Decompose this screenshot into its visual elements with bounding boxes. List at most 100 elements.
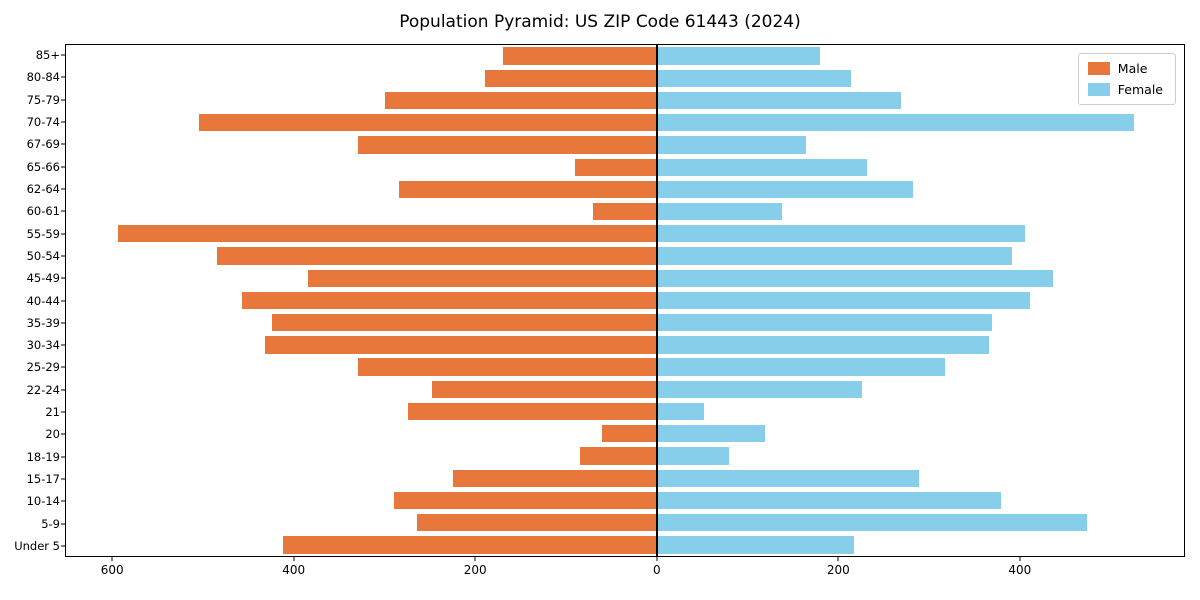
y-tick-mark — [61, 121, 65, 123]
legend-label-female: Female — [1117, 82, 1163, 97]
pyramid-row — [66, 67, 1184, 89]
pyramid-row — [66, 156, 1184, 178]
female-bar — [656, 380, 863, 398]
female-bar — [656, 314, 992, 332]
pyramid-row — [66, 489, 1184, 511]
pyramid-row — [66, 312, 1184, 334]
female-bar — [656, 69, 852, 87]
y-tick-label: 40-44 — [26, 293, 60, 308]
y-tick-mark — [61, 389, 65, 391]
y-tick-mark — [61, 143, 65, 145]
female-bar — [656, 114, 1135, 132]
y-tick-mark — [61, 433, 65, 435]
female-bar — [656, 291, 1030, 310]
y-tick-mark — [61, 277, 65, 279]
y-tick-label: 10-14 — [26, 494, 60, 509]
y-tick-mark — [61, 500, 65, 502]
female-bar — [656, 47, 820, 65]
pyramid-row — [66, 89, 1184, 111]
y-tick-mark — [61, 411, 65, 413]
x-tick-mark — [111, 557, 113, 561]
pyramid-row — [66, 45, 1184, 67]
y-tick-label: 62-64 — [26, 181, 60, 196]
pyramid-row — [66, 178, 1184, 200]
male-bar — [398, 180, 657, 199]
y-tick-label: 18-19 — [26, 449, 60, 464]
y-tick-mark — [61, 545, 65, 547]
y-tick-label: Under 5 — [14, 538, 60, 553]
male-bar — [384, 91, 657, 110]
y-tick-label: 80-84 — [26, 70, 60, 85]
female-swatch — [1087, 83, 1110, 96]
female-bar — [656, 336, 990, 354]
pyramid-row — [66, 289, 1184, 311]
y-tick-mark — [61, 166, 65, 168]
legend: Male Female — [1077, 53, 1176, 105]
y-tick-mark — [61, 478, 65, 480]
male-bar — [217, 247, 657, 265]
male-bar — [575, 158, 657, 176]
y-tick-mark — [61, 76, 65, 78]
legend-label-male: Male — [1117, 61, 1148, 76]
male-bar — [452, 469, 657, 487]
y-tick-mark — [61, 188, 65, 190]
pyramid-row — [66, 245, 1184, 267]
x-tick-label: 600 — [100, 563, 124, 577]
y-tick-mark — [61, 366, 65, 368]
male-bar — [407, 402, 657, 421]
female-bar — [656, 180, 914, 199]
y-tick-label: 21 — [45, 405, 60, 420]
y-tick-mark — [61, 54, 65, 56]
y-tick-label: 25-29 — [26, 360, 60, 375]
legend-entry-female: Female — [1087, 82, 1163, 97]
male-bar — [484, 69, 657, 87]
pyramid-row — [66, 223, 1184, 245]
female-bar — [656, 536, 855, 554]
y-tick-label: 35-39 — [26, 315, 60, 330]
pyramid-row — [66, 112, 1184, 134]
y-tick-mark — [61, 322, 65, 324]
y-tick-label: 85+ — [35, 48, 60, 63]
y-tick-label: 65-66 — [26, 159, 60, 174]
pyramid-row — [66, 467, 1184, 489]
female-bar — [656, 91, 902, 110]
y-tick-mark — [61, 210, 65, 212]
x-tick-label: 400 — [282, 563, 306, 577]
female-bar — [656, 358, 945, 376]
female-bar — [656, 425, 766, 443]
male-bar — [199, 114, 657, 132]
y-tick-label: 50-54 — [26, 248, 60, 263]
x-tick-label: 400 — [1008, 563, 1032, 577]
y-tick-label: 75-79 — [26, 92, 60, 107]
y-tick-mark — [61, 300, 65, 301]
pyramid-row — [66, 378, 1184, 400]
female-bar — [656, 491, 1001, 510]
pyramid-row — [66, 334, 1184, 356]
female-bar — [656, 402, 704, 421]
male-bar — [117, 225, 657, 243]
pyramid-row — [66, 134, 1184, 156]
male-bar — [307, 269, 657, 287]
male-bar — [432, 380, 657, 398]
pyramid-row — [66, 201, 1184, 223]
male-bar — [579, 447, 657, 465]
pyramid-row — [66, 512, 1184, 534]
female-bar — [656, 514, 1088, 532]
male-bar — [593, 202, 657, 221]
male-bar — [357, 136, 657, 154]
pyramid-row — [66, 423, 1184, 445]
y-tick-label: 5-9 — [41, 516, 60, 531]
male-bar — [283, 536, 657, 554]
pyramid-row — [66, 356, 1184, 378]
y-tick-label: 30-34 — [26, 338, 60, 353]
male-bar — [416, 514, 657, 532]
legend-entry-male: Male — [1087, 61, 1163, 76]
x-tick-mark — [293, 557, 295, 561]
x-tick-mark — [837, 557, 839, 561]
x-tick-mark — [474, 557, 476, 561]
pyramid-row — [66, 445, 1184, 467]
y-tick-label: 55-59 — [26, 226, 60, 241]
male-bar — [271, 314, 657, 332]
y-axis-labels: 85+ 80-84 75-79 70-74 67-69 65-66 62-64 60-61 55… — [0, 44, 60, 557]
male-bar — [357, 358, 657, 376]
